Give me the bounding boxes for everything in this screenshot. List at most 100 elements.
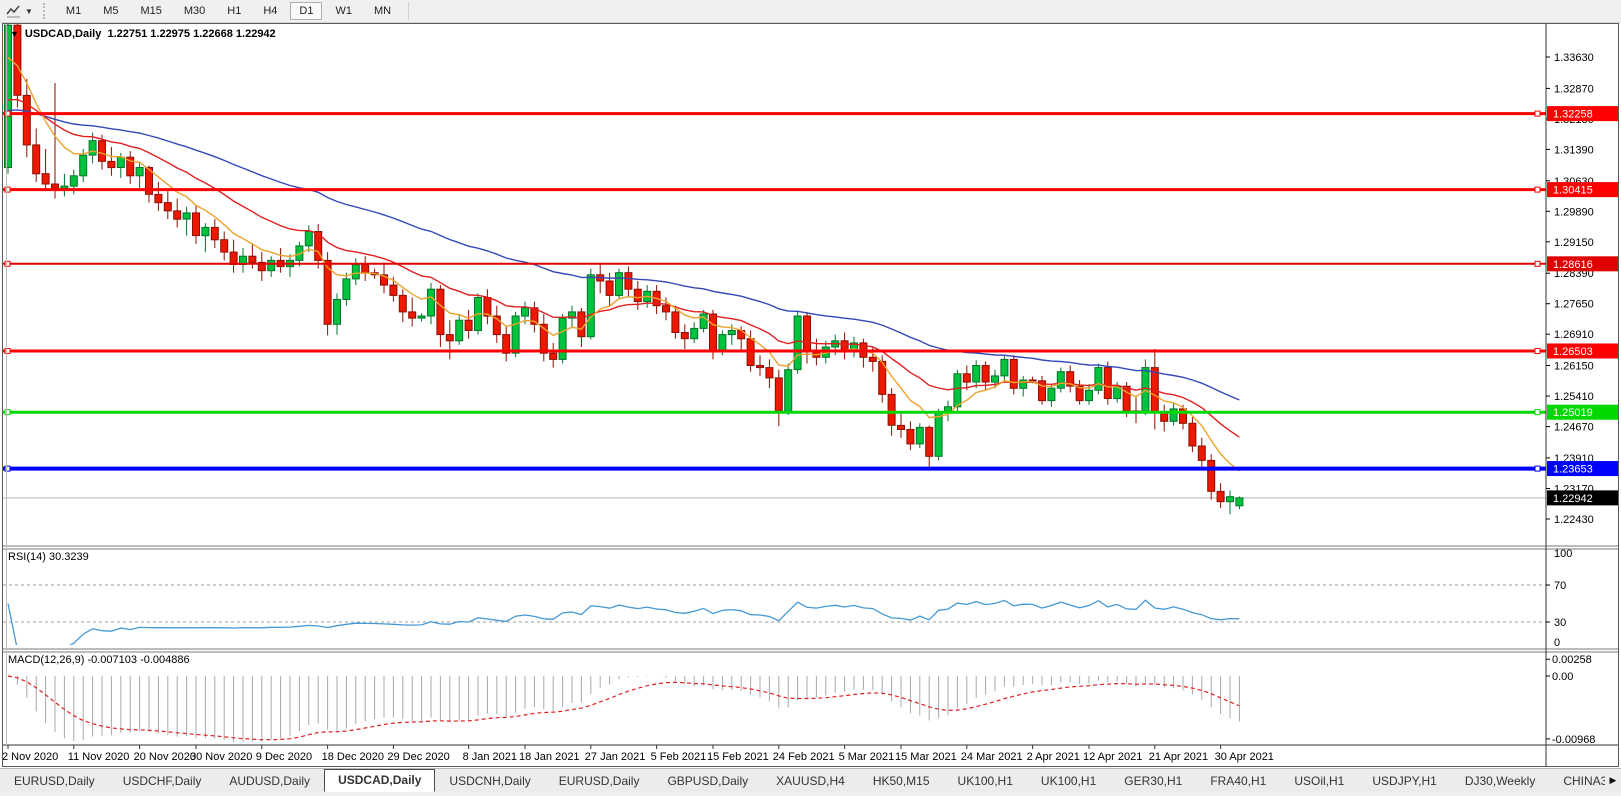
symbol-tab-bar: EURUSD,Daily USDCHF,Daily AUDUSD,Daily USDC…	[0, 768, 1621, 792]
date-label: 24 Feb 2021	[773, 751, 835, 763]
hline-handle[interactable]	[1534, 409, 1541, 416]
symbol-tab-ger30-h1[interactable]: GER30,H1	[1124, 774, 1183, 788]
date-label: 21 Apr 2021	[1149, 751, 1208, 763]
date-label: 30 Apr 2021	[1215, 751, 1274, 763]
rsi-axis-label: 100	[1554, 548, 1572, 560]
price-tag-1.30415: 1.30415	[1547, 182, 1619, 198]
hline-handle[interactable]	[4, 110, 11, 117]
hline-handle[interactable]	[1534, 465, 1541, 472]
price-tag-1.25019: 1.25019	[1547, 404, 1619, 420]
svg-text:1.23653: 1.23653	[1553, 464, 1593, 476]
toolbar-separator	[408, 2, 410, 20]
price-axis-label: 1.24670	[1554, 422, 1594, 434]
macd-indicator-label: MACD(12,26,9) -0.007103 -0.004886	[8, 654, 190, 666]
medium-ma	[7, 98, 1240, 438]
date-label: 27 Jan 2021	[585, 751, 646, 763]
date-label: 12 Apr 2021	[1083, 751, 1142, 763]
symbol-tab-usdcad-daily[interactable]: USDCAD,Daily	[324, 769, 436, 792]
svg-text:1.25019: 1.25019	[1553, 407, 1593, 419]
symbol-tab-fra40-h1[interactable]: FRA40,H1	[1210, 774, 1267, 788]
symbol-dropdown-icon[interactable]: ▼	[10, 29, 19, 39]
price-axis-label: 1.29890	[1554, 206, 1594, 218]
svg-text:1.32258: 1.32258	[1553, 109, 1593, 121]
timeframe-button-H1[interactable]: H1	[227, 5, 242, 17]
price-tag-1.32258: 1.32258	[1547, 106, 1619, 122]
date-label: 2 Nov 2020	[2, 751, 58, 763]
chart-title[interactable]: ▼ USDCAD,Daily 1.22751 1.22975 1.22668 1.…	[10, 28, 276, 40]
hline-handle[interactable]	[4, 465, 11, 472]
price-axis-label: 1.31390	[1554, 144, 1594, 156]
timeframe-button-H4[interactable]: H4	[263, 5, 278, 17]
date-label: 15 Feb 2021	[707, 751, 769, 763]
svg-text:1.30415: 1.30415	[1553, 185, 1593, 197]
hline-handle[interactable]	[1534, 110, 1541, 117]
price-axis-label: 1.32870	[1554, 83, 1594, 95]
symbol-tab-uk100-h1[interactable]: UK100,H1	[957, 774, 1013, 788]
slow-ma	[7, 109, 1240, 401]
date-label: 2 Apr 2021	[1027, 751, 1080, 763]
hline-handle[interactable]	[1534, 186, 1541, 193]
symbol-tab-uk100-h1[interactable]: UK100,H1	[1040, 774, 1097, 788]
symbol-tab-hk50-m15[interactable]: HK50,M15	[872, 774, 930, 788]
hline-handle[interactable]	[4, 348, 11, 354]
hline-handle[interactable]	[1534, 260, 1541, 267]
timeframe-button-MN[interactable]: MN	[373, 5, 392, 17]
date-label: 24 Mar 2021	[961, 751, 1023, 763]
symbol-tab-eurusd-daily[interactable]: EURUSD,Daily	[14, 774, 95, 788]
timeframe-button-M5[interactable]: M5	[103, 5, 119, 17]
hline-handle[interactable]	[1534, 348, 1541, 354]
date-label: 18 Dec 2020	[322, 751, 384, 763]
timeframe-button-M1[interactable]: M1	[65, 5, 82, 17]
fast-ma	[7, 56, 1240, 472]
rsi-indicator-label: RSI(14) 30.3239	[8, 551, 89, 563]
svg-text:1.26503: 1.26503	[1553, 346, 1593, 358]
symbol-tab-usdjpy-h1[interactable]: USDJPY,H1	[1372, 774, 1437, 788]
svg-text:1.28616: 1.28616	[1553, 259, 1593, 271]
symbol-tab-usdcnh-daily[interactable]: USDCNH,Daily	[449, 774, 531, 788]
macd-axis-label: -0.00968	[1552, 734, 1595, 746]
date-label: 5 Feb 2021	[651, 751, 707, 763]
price-axis-label: 1.26910	[1554, 329, 1594, 341]
date-label: 20 Nov 2020	[134, 751, 196, 763]
tab-scroll-right-button[interactable]: ▶	[1605, 770, 1621, 790]
rsi-axis-label: 30	[1554, 617, 1566, 629]
timeframe-button-M15[interactable]: M15	[140, 5, 162, 17]
timeframe-button-W1[interactable]: W1	[335, 5, 352, 17]
date-label: 5 Mar 2021	[839, 751, 895, 763]
current-price-tag: 1.22942	[1547, 490, 1619, 506]
timeframe-buttons: M1 M5 M15 M30 H1 H4 D1 W1 MN	[55, 2, 402, 20]
price-axis[interactable]: 1.336301.328701.321301.313901.306301.298…	[1545, 23, 1595, 766]
symbol-tab-audusd-daily[interactable]: AUDUSD,Daily	[229, 774, 311, 788]
timeframe-button-M30[interactable]: M30	[183, 5, 206, 17]
price-tag-1.23653: 1.23653	[1547, 461, 1619, 477]
date-label: 9 Dec 2020	[256, 751, 312, 763]
price-axis-label: 1.29150	[1554, 237, 1594, 249]
toolbar-grip[interactable]	[42, 3, 49, 19]
date-label: 8 Jan 2021	[463, 751, 517, 763]
symbol-tab-usdchf-daily[interactable]: USDCHF,Daily	[122, 774, 202, 788]
macd-axis-label: 0.00258	[1552, 654, 1592, 666]
hline-handle[interactable]	[4, 186, 11, 193]
price-tag-1.28616: 1.28616	[1547, 256, 1619, 272]
macd-signal-line	[7, 675, 1240, 741]
symbol-tab-dj30-weekly[interactable]: DJ30,Weekly	[1464, 774, 1536, 788]
chart-title-ohlc: 1.22751 1.22975 1.22668 1.22942	[107, 28, 276, 40]
date-label: 18 Jan 2021	[519, 751, 580, 763]
symbol-tab-xauusd-h4[interactable]: XAUUSD,H4	[776, 774, 845, 788]
symbol-tab-usoil-h1[interactable]: USOil,H1	[1294, 774, 1345, 788]
macd-axis-label: 0.00	[1552, 671, 1573, 683]
rsi-axis-label: 70	[1554, 580, 1566, 592]
hline-handle[interactable]	[4, 409, 11, 416]
date-label: 15 Mar 2021	[895, 751, 957, 763]
chart-shift-icon[interactable]: ▼	[0, 2, 39, 20]
hline-handle[interactable]	[4, 260, 11, 267]
chart-window[interactable]: 2 Nov 2020 11 Nov 2020 20 Nov 2020 30 Nov 2…	[0, 23, 1621, 768]
symbol-tab-eurusd-daily[interactable]: EURUSD,Daily	[558, 774, 640, 788]
chevron-down-icon: ▼	[25, 6, 33, 16]
price-axis-label: 1.27650	[1554, 299, 1594, 311]
symbol-tab-gbpusd-daily[interactable]: GBPUSD,Daily	[667, 774, 749, 788]
date-label: 29 Dec 2020	[387, 751, 449, 763]
timeframe-button-D1[interactable]: D1	[290, 2, 323, 20]
